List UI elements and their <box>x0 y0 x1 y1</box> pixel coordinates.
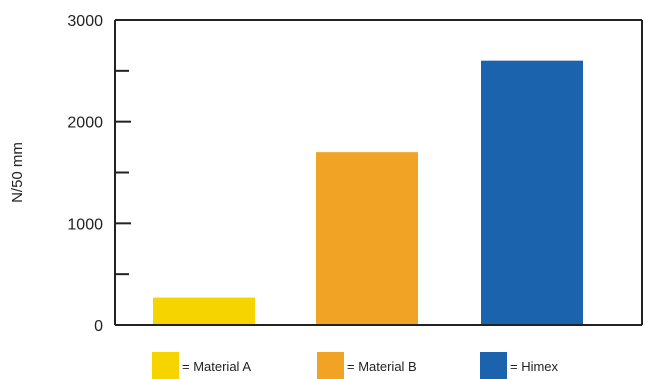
legend-label: = Material A <box>182 359 251 374</box>
legend-swatch <box>480 352 507 379</box>
legend-swatch <box>152 352 179 379</box>
y-tick-label: 0 <box>94 318 103 335</box>
y-tick-label: 2000 <box>67 115 103 132</box>
y-tick-label: 1000 <box>67 216 103 233</box>
legend: = Material A = Material B = Himex <box>152 352 559 379</box>
bar-material-a <box>153 297 255 325</box>
bar-material-b <box>316 152 418 325</box>
legend-swatch <box>317 352 344 379</box>
y-axis-title: N/50 mm <box>9 142 26 203</box>
y-tick-label: 3000 <box>67 13 103 30</box>
bar-himex <box>481 60 583 326</box>
legend-label: = Himex <box>510 359 559 374</box>
y-ticks-group: 0 1000 2000 3000 <box>67 13 131 335</box>
bars-group <box>153 60 583 326</box>
legend-label: = Material B <box>347 359 417 374</box>
